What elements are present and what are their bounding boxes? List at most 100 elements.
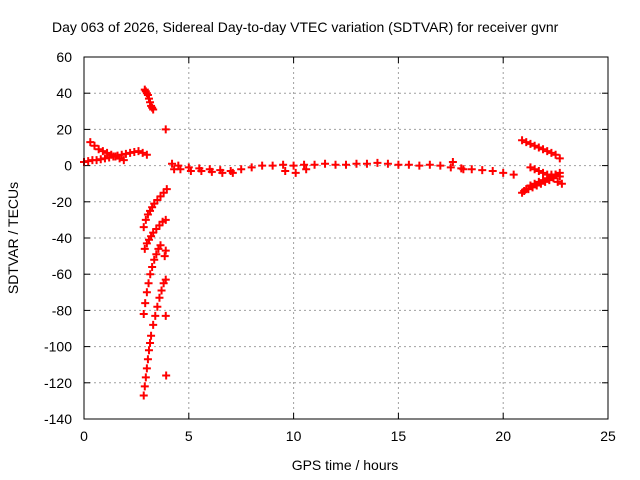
- data-point: [146, 338, 155, 347]
- data-points: [80, 85, 566, 400]
- data-point: [141, 373, 150, 382]
- data-point: [103, 148, 112, 157]
- data-point: [547, 148, 556, 157]
- series-arc-down-2: [140, 215, 170, 253]
- data-point: [557, 179, 566, 188]
- y-axis-label: SDTVAR / TECUs: [5, 182, 21, 294]
- data-point: [555, 154, 564, 163]
- data-point: [139, 310, 148, 319]
- data-point: [115, 154, 124, 163]
- series-baseline-main-lower: [170, 157, 468, 177]
- data-point: [86, 138, 95, 147]
- data-point: [161, 125, 170, 134]
- data-point: [478, 166, 487, 175]
- data-point: [342, 160, 350, 169]
- data-point: [162, 371, 171, 380]
- data-point: [536, 179, 545, 188]
- data-point: [541, 177, 550, 186]
- data-point: [176, 165, 185, 174]
- series-arc-down-3: [139, 241, 165, 319]
- y-tick-label: -120: [44, 375, 72, 391]
- data-point: [534, 167, 543, 176]
- data-point: [152, 250, 161, 259]
- y-tick-label: -20: [52, 194, 72, 210]
- data-point: [532, 181, 541, 190]
- data-point: [518, 136, 527, 145]
- chart-title: Day 063 of 2026, Sidereal Day-to-day VTE…: [52, 19, 559, 35]
- data-point: [310, 160, 319, 169]
- data-point: [197, 167, 206, 176]
- data-point: [436, 161, 445, 170]
- data-point: [151, 311, 160, 320]
- data-point: [98, 147, 107, 156]
- x-axis-label: GPS time / hours: [292, 457, 399, 473]
- data-point: [543, 147, 552, 156]
- data-point: [446, 163, 455, 172]
- data-point: [207, 167, 216, 176]
- data-point: [146, 270, 155, 279]
- data-point: [150, 255, 159, 264]
- y-tick-label: -100: [44, 339, 72, 355]
- data-point: [352, 159, 361, 168]
- data-point: [155, 293, 164, 302]
- data-point: [394, 160, 403, 169]
- data-point: [218, 168, 227, 177]
- data-point: [138, 148, 147, 157]
- series-arc-down-5: [160, 246, 170, 261]
- data-point: [549, 174, 558, 183]
- data-point: [107, 150, 116, 159]
- data-point: [488, 167, 497, 176]
- data-point: [448, 157, 457, 166]
- data-point: [162, 185, 171, 194]
- data-point: [279, 160, 288, 169]
- data-point: [415, 161, 424, 170]
- y-tick-label: 60: [56, 49, 72, 65]
- data-point: [331, 160, 340, 169]
- data-point: [524, 185, 533, 194]
- data-point: [147, 331, 156, 340]
- data-point: [268, 161, 277, 170]
- data-point: [321, 159, 330, 168]
- data-point: [522, 138, 531, 147]
- data-point: [383, 159, 392, 168]
- data-point: [139, 223, 148, 232]
- series-spike-lower: [161, 311, 171, 380]
- data-point: [119, 156, 128, 165]
- data-point: [553, 177, 562, 186]
- data-point: [526, 139, 535, 148]
- x-tick-label: 25: [600, 428, 616, 444]
- data-point: [134, 147, 143, 156]
- data-point: [300, 160, 309, 169]
- y-tick-label: 20: [56, 121, 72, 137]
- data-point: [144, 346, 153, 355]
- data-point: [520, 186, 529, 195]
- data-point: [228, 168, 237, 177]
- series-baseline-main: [168, 158, 518, 179]
- data-point: [94, 145, 103, 154]
- plot-border: [83, 56, 609, 420]
- data-point: [153, 302, 162, 311]
- y-tick-label: -40: [52, 230, 72, 246]
- x-tick-label: 10: [286, 428, 302, 444]
- data-point: [509, 170, 518, 179]
- data-point: [539, 168, 548, 177]
- data-point: [425, 160, 434, 169]
- data-point: [140, 382, 149, 391]
- series-arc-late-low-2: [520, 174, 566, 195]
- series-arc-high-early: [86, 138, 128, 165]
- data-point: [526, 163, 535, 172]
- data-point: [258, 161, 267, 170]
- data-point: [148, 262, 157, 271]
- data-point: [142, 288, 151, 297]
- series-arc-late-high: [518, 136, 564, 163]
- data-point: [142, 364, 151, 373]
- tick-layer: 0 5 10 15 20 25 60 40 20 0 -20 -40 -60 -80 -100 -120 -14…: [44, 49, 616, 444]
- data-point: [149, 105, 158, 114]
- data-point: [141, 299, 150, 308]
- data-point: [289, 161, 298, 170]
- series-spike-isolated: [161, 125, 170, 134]
- data-point: [161, 246, 170, 255]
- data-point: [161, 275, 170, 284]
- data-point: [302, 165, 311, 174]
